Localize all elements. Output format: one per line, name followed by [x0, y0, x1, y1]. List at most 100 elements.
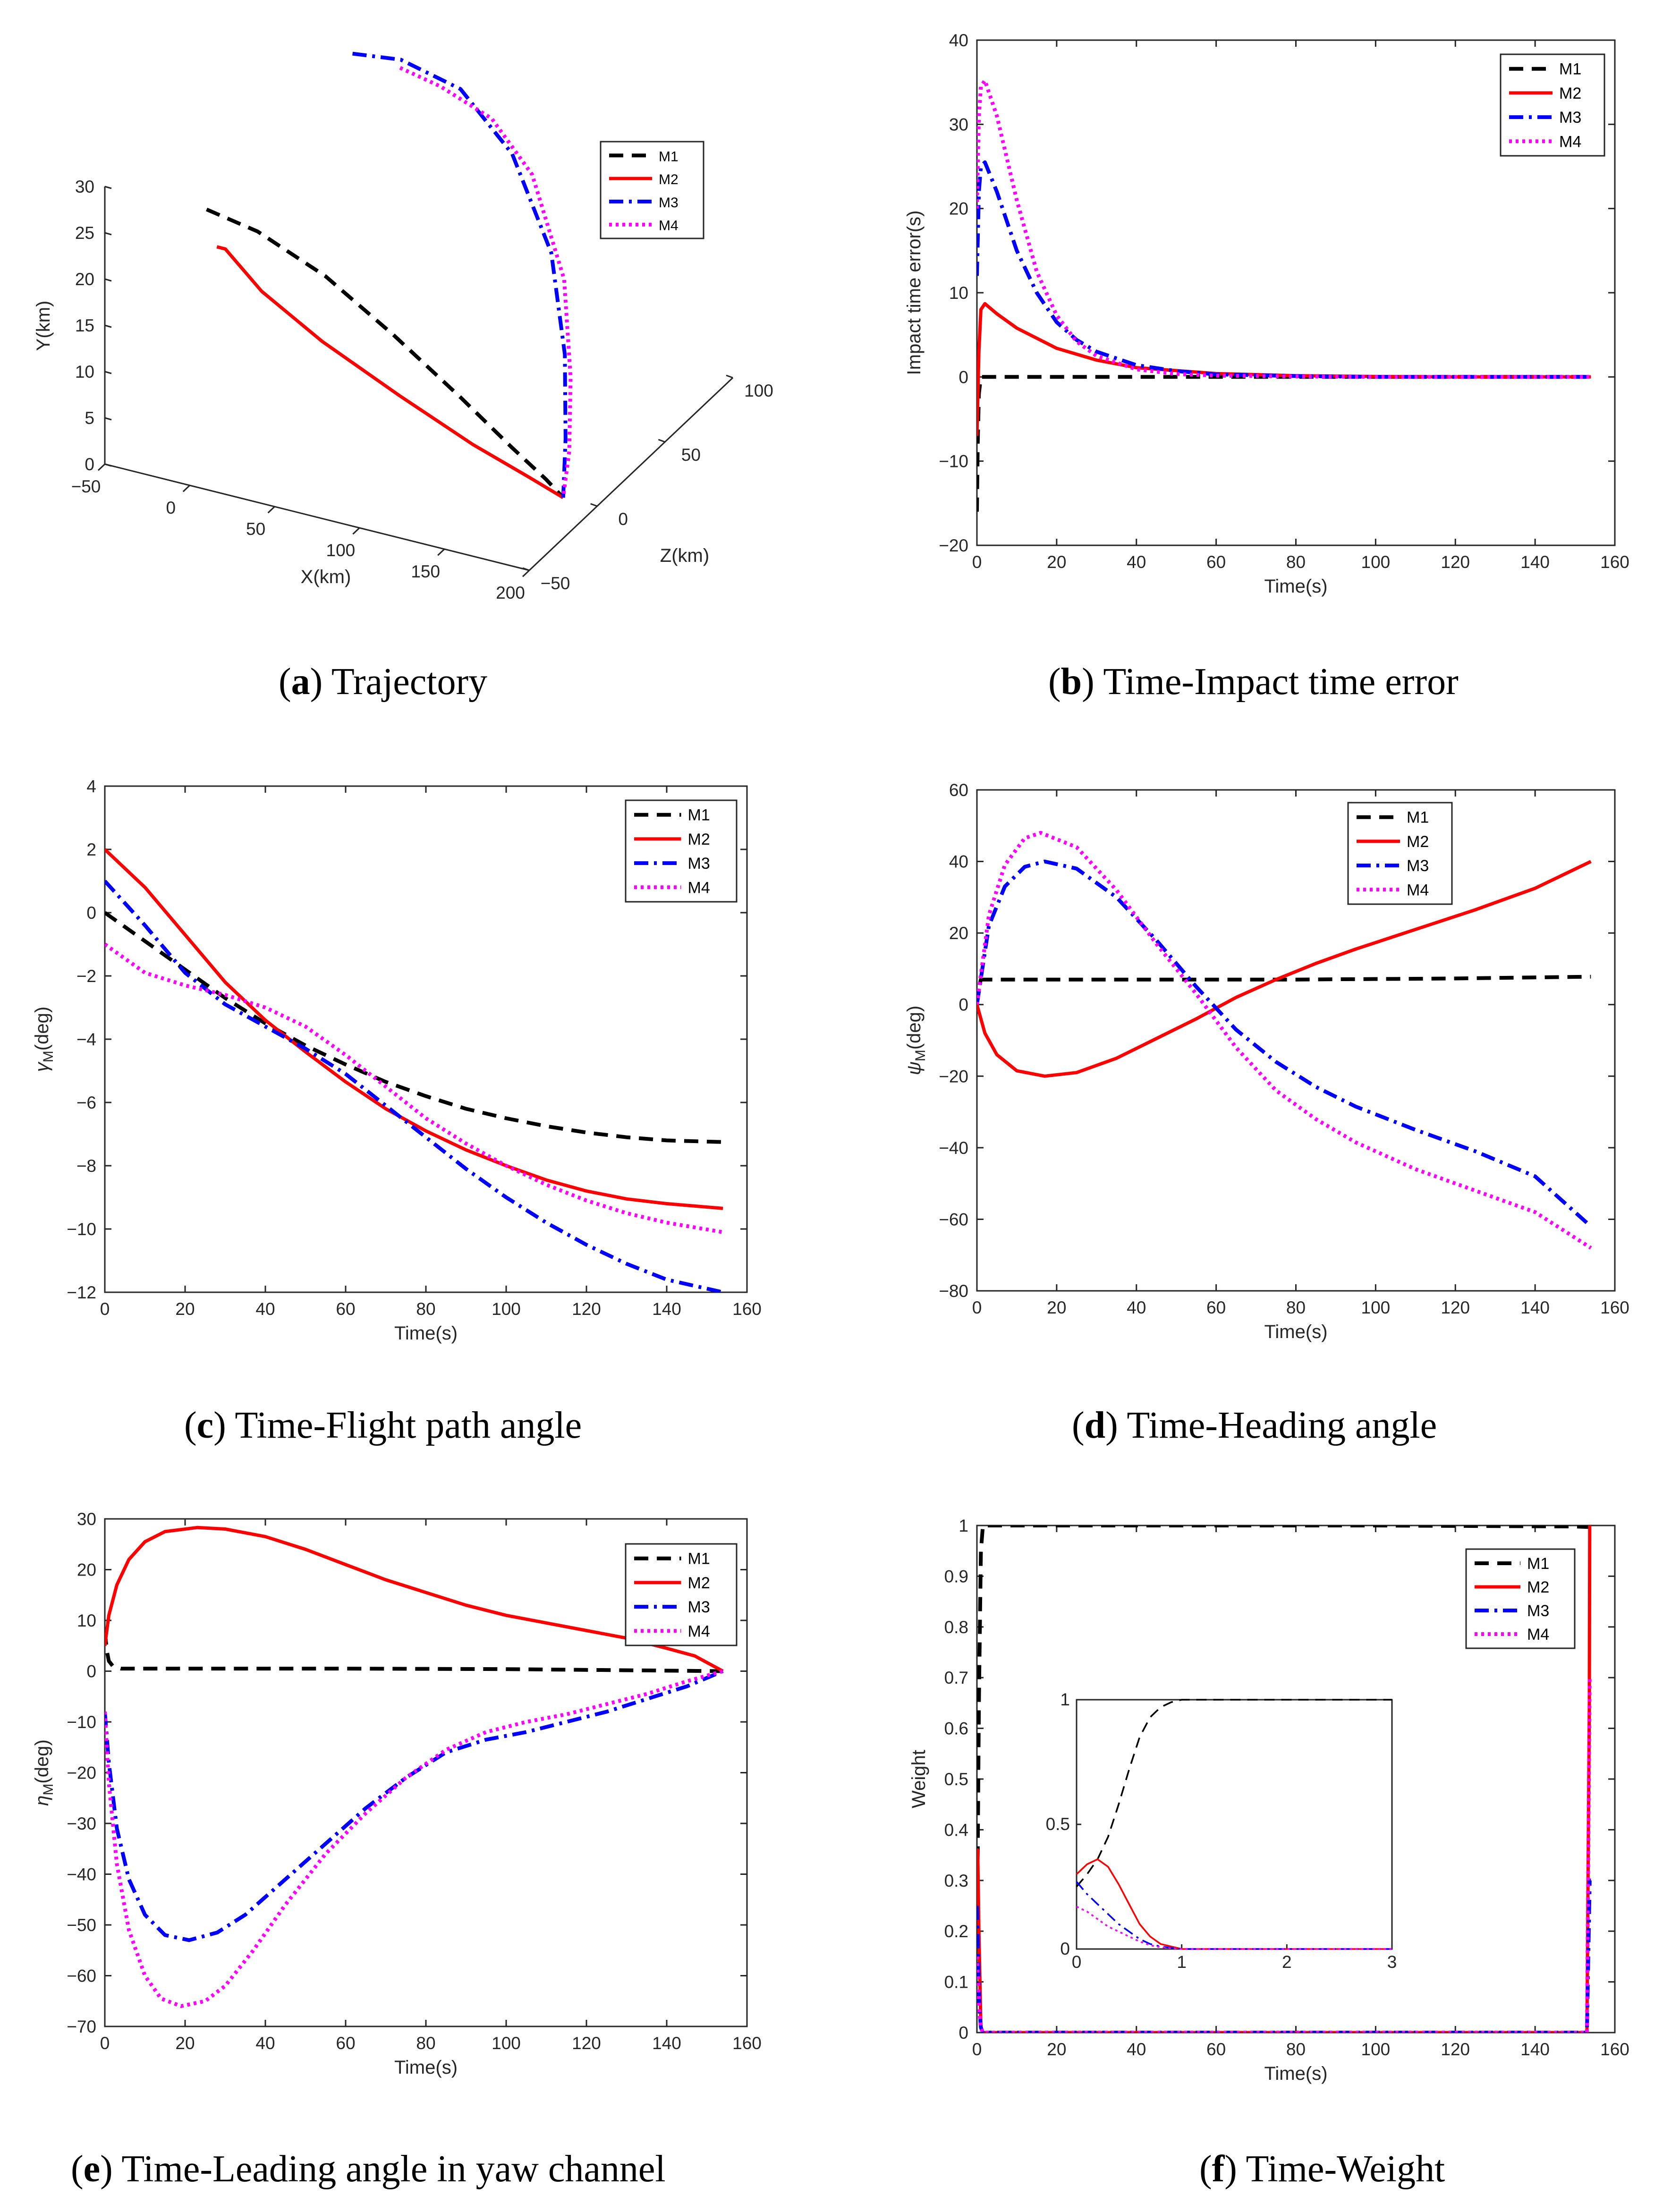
ytick-label-d-0: −80	[939, 1281, 968, 1301]
xtick-label-e-2: 40	[255, 2034, 275, 2053]
ytick-a-2	[104, 371, 112, 374]
inset-ytick-label-0: 0	[1060, 1939, 1070, 1958]
legend-label-b-m3: M3	[1559, 109, 1581, 127]
inset-series-m1	[1076, 1699, 1392, 1888]
xtick-label-a-3: 100	[326, 541, 356, 560]
chart-d: 0 20 40 60 80 100 120 140 160 −80 −60 −40 −20 0 20 40 60…	[904, 780, 1629, 1446]
caption-text-b: Time-Impact time error	[1103, 661, 1458, 703]
chart-f: 0 20 40 60 80 100 120 140 16000.10.20.30.40.50.6…	[908, 1516, 1629, 2190]
xtick-label-f-5: 100	[1361, 2040, 1391, 2059]
legend-label-e-m4: M4	[688, 1622, 710, 1640]
xtick-label-b-1: 20	[1047, 552, 1066, 572]
caption-letter-e: e	[84, 2148, 101, 2190]
ytick-label-b-2: 0	[959, 367, 968, 387]
ytick-label-e-4: −30	[67, 1814, 96, 1833]
caption-letter-f: f	[1212, 2148, 1225, 2190]
chart-b: 0 20 40 60 80 100 120 140 160 −20 −10 0 10 20 30 40 Time…	[904, 31, 1629, 703]
ytick-label-d-7: 60	[949, 780, 968, 800]
inset-series-m3	[1076, 1881, 1392, 1950]
xtick-label-a-0: −50	[71, 477, 101, 496]
series-e-m1	[105, 1630, 723, 1673]
caption-b: (b) Time-Impact time error	[1048, 661, 1459, 703]
xtick-label-f-0: 0	[972, 2040, 982, 2059]
legend-c: M1 M2 M3 M4	[625, 799, 738, 903]
ztick-a-0	[522, 567, 530, 571]
series-c-m1	[105, 911, 723, 1144]
ytick-label-c-2: −8	[76, 1156, 96, 1176]
inset-plot-area	[1076, 1699, 1393, 1950]
caption-letter-b: b	[1061, 661, 1082, 703]
inset-ytick-label-2: 1	[1060, 1690, 1070, 1709]
legend-box-a	[600, 141, 704, 239]
ytick-label-f-5: 0.5	[944, 1770, 968, 1789]
xtick-a-3	[352, 527, 360, 535]
ytick-label-b-4: 20	[949, 199, 968, 219]
ztick-label-a-2: 50	[681, 445, 701, 465]
ytick-label-f-0: 0	[959, 2023, 968, 2042]
xtick-a-1	[182, 484, 190, 492]
xtick-label-a-2: 50	[246, 519, 265, 539]
x-axis-line	[104, 463, 530, 571]
legend-label-f-m1: M1	[1527, 1555, 1549, 1573]
zlabel-a: Z(km)	[660, 545, 709, 566]
ytick-label-f-1: 0.1	[944, 1973, 968, 1992]
xtick-label-c-7: 140	[652, 1299, 681, 1319]
xtick-a-4	[437, 548, 445, 556]
caption-letter-c: c	[197, 1405, 214, 1446]
xtick-label-b-5: 100	[1361, 552, 1391, 572]
ytick-a-0	[104, 463, 112, 467]
legend-label-f-m4: M4	[1527, 1626, 1549, 1644]
ytick-label-e-7: 0	[86, 1662, 96, 1681]
xtick-label-b-2: 40	[1127, 552, 1146, 572]
legend-label-e-m2: M2	[688, 1574, 710, 1592]
xtick-label-c-8: 160	[732, 1299, 762, 1319]
xtick-label-b-0: 0	[972, 552, 982, 572]
xlabel-c: Time(s)	[394, 1323, 458, 1344]
ztick-label-a-0: −50	[541, 574, 570, 593]
series-a-m1	[206, 207, 565, 499]
plot-area-d	[976, 789, 1616, 1292]
caption-e: (e) Time-Leading angle in yaw channel	[71, 2148, 666, 2190]
ytick-label-a-0: 0	[85, 455, 94, 474]
ylabel-d: ψM(deg)	[904, 1006, 928, 1076]
xtick-label-d-3: 60	[1206, 1298, 1226, 1317]
inset-series-m4	[1076, 1906, 1392, 1950]
series-e-m3	[105, 1669, 724, 1942]
xtick-label-b-6: 120	[1441, 552, 1470, 572]
ytick-label-c-6: 0	[86, 903, 96, 923]
ytick-label-c-0: −12	[67, 1283, 96, 1302]
xtick-label-c-6: 120	[572, 1299, 601, 1319]
caption-text-a: Trajectory	[331, 661, 487, 703]
ytick-label-d-6: 40	[949, 852, 968, 872]
legend-f: M1 M2 M3 M4	[1465, 1548, 1576, 1649]
ytick-label-c-1: −10	[67, 1220, 96, 1239]
legend-label-e-m3: M3	[688, 1598, 710, 1616]
legend-label-f-m2: M2	[1527, 1578, 1549, 1596]
ytick-label-c-4: −4	[76, 1030, 96, 1049]
ytick-label-e-3: −40	[67, 1865, 96, 1884]
z-axis-line	[528, 377, 734, 571]
ytick-label-d-2: −40	[939, 1138, 968, 1158]
ytick-label-e-2: −50	[67, 1915, 96, 1935]
xtick-label-f-2: 40	[1127, 2040, 1146, 2059]
xlabel-d: Time(s)	[1264, 1322, 1327, 1342]
ytick-label-b-5: 30	[949, 115, 968, 134]
legend-box-e	[625, 1543, 738, 1646]
legend-label-a-m4: M4	[659, 218, 679, 234]
inset-f: 0 1 2 3 0 0.5 1	[1046, 1690, 1397, 1972]
xlabel-f: Time(s)	[1264, 2063, 1327, 2084]
ytick-label-f-7: 0.7	[944, 1668, 968, 1687]
ztick-label-a-1: 0	[618, 509, 628, 529]
legend-label-b-m4: M4	[1559, 133, 1581, 151]
legend-label-a-m2: M2	[659, 172, 679, 187]
ytick-label-b-1: −10	[939, 452, 968, 471]
caption-text-c: Time-Flight path angle	[235, 1405, 582, 1446]
ytick-label-c-8: 4	[86, 777, 96, 796]
xtick-label-d-1: 20	[1047, 1298, 1066, 1317]
series-f-m1	[977, 1526, 1589, 1906]
series-e-m2	[105, 1526, 724, 1673]
inset-ytick-label-1: 0.5	[1046, 1814, 1070, 1834]
ytick-label-e-10: 30	[77, 1509, 96, 1529]
legend-label-e-m1: M1	[688, 1550, 710, 1568]
series-a-m2	[216, 245, 564, 500]
